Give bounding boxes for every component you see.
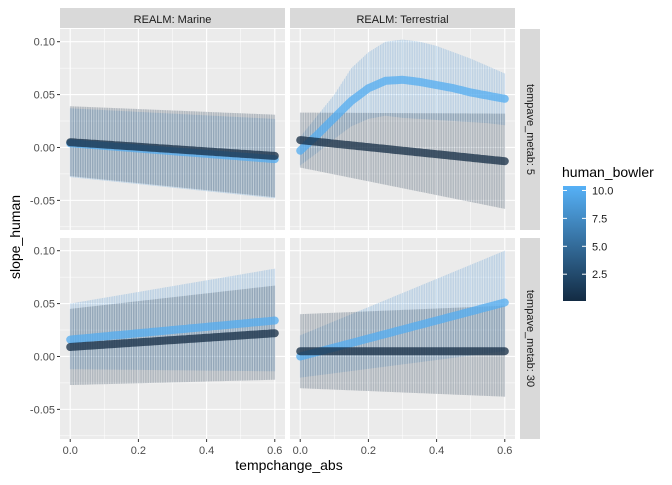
y-tick-label: 0.05 <box>34 299 55 311</box>
facet-strip-row <box>520 238 540 439</box>
facet-strip-row <box>520 29 540 230</box>
series-line <box>296 75 509 155</box>
y-tick-label: 0.10 <box>34 246 55 258</box>
x-tick-label: 0.6 <box>497 445 512 457</box>
facet-strip-row-label: tempave_metab: 30 <box>524 290 536 387</box>
y-tick-label: -0.05 <box>30 404 55 416</box>
facet-panel <box>60 29 285 230</box>
x-tick-label: 0.0 <box>63 445 78 457</box>
facet-strip-column <box>290 8 515 28</box>
series-line <box>296 136 509 166</box>
facet-strip-column-label: REALM: Marine <box>134 14 212 26</box>
y-tick-label: 0.05 <box>34 90 55 102</box>
legend-colorbar <box>563 186 586 301</box>
x-tick-label: 0.0 <box>293 445 308 457</box>
series-line <box>66 316 279 344</box>
x-tick-label: 0.4 <box>429 445 444 457</box>
facet-panel <box>60 238 285 439</box>
y-tick-label: 0.10 <box>34 37 55 49</box>
y-tick-label: -0.05 <box>30 195 55 207</box>
ribbon-band <box>70 285 275 385</box>
panel-plot-area <box>60 238 285 439</box>
legend-label: 5.0 <box>592 241 607 253</box>
x-tick-label: 0.4 <box>199 445 214 457</box>
x-tick-label: 0.2 <box>361 445 376 457</box>
panel-plot-area <box>290 238 515 439</box>
y-tick-label: 0.00 <box>34 142 55 154</box>
facet-panel <box>290 29 515 230</box>
panel-plot-area <box>290 29 515 230</box>
x-axis-title: tempchange_abs <box>235 457 342 473</box>
x-tick-label: 0.6 <box>267 445 282 457</box>
facet-panel <box>290 238 515 439</box>
legend-label: 2.5 <box>592 269 607 281</box>
axes-layer: REALM: Marine REALM: Terrestrial tempave_m… <box>30 8 540 457</box>
ribbon-band <box>300 39 505 166</box>
legend-label: 10.0 <box>592 185 613 197</box>
series-line <box>66 138 279 160</box>
panel-plot-area <box>60 29 285 230</box>
y-axis-title: slope_human <box>7 195 23 279</box>
panels-layer <box>60 29 515 439</box>
facet-strip-column-label: REALM: Terrestrial <box>356 14 448 26</box>
series-line <box>66 329 279 351</box>
ribbon-band <box>300 112 505 209</box>
facet-strip-column <box>60 8 285 28</box>
y-tick-label: 0.00 <box>34 351 55 363</box>
legend-label: 7.5 <box>592 213 607 225</box>
x-tick-label: 0.2 <box>131 445 146 457</box>
legend: human_bowler 10.0 7.5 5.0 2.5 <box>562 164 654 301</box>
facet-strip-row-label: tempave_metab: 5 <box>524 84 536 175</box>
legend-title: human_bowler <box>562 164 654 180</box>
